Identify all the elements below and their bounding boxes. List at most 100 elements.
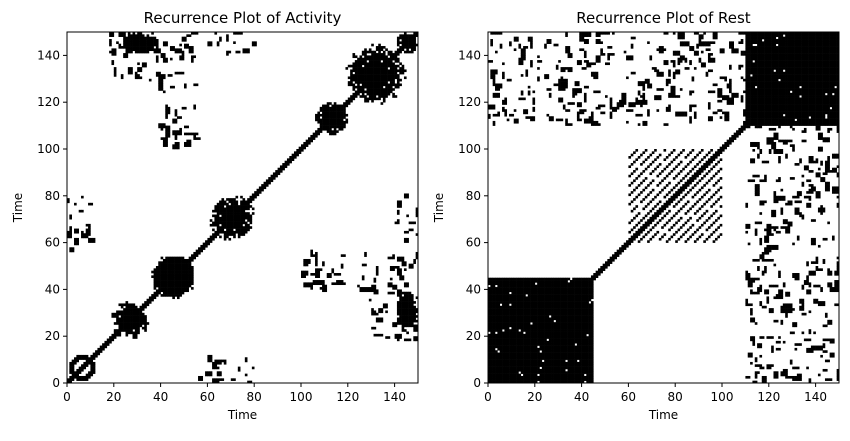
- recurrence-cell: [334, 107, 337, 110]
- recurrence-cell: [352, 95, 355, 98]
- recurrence-cell: [507, 350, 510, 353]
- recurrence-cell: [495, 83, 498, 86]
- recurrence-cell: [137, 308, 140, 311]
- recurrence-cell: [507, 348, 510, 351]
- recurrence-cell: [530, 282, 533, 285]
- recurrence-cell: [175, 289, 178, 292]
- recurrence-cell: [86, 362, 89, 365]
- recurrence-cell: [507, 278, 510, 281]
- recurrence-cell: [163, 60, 166, 63]
- recurrence-cell: [521, 53, 524, 56]
- recurrence-cell: [165, 275, 168, 278]
- recurrence-cell: [177, 144, 180, 147]
- recurrence-cell: [268, 179, 271, 182]
- recurrence-cell: [352, 79, 355, 82]
- recurrence-cell: [259, 191, 262, 194]
- recurrence-cell: [207, 240, 210, 243]
- recurrence-cell: [607, 58, 610, 61]
- recurrence-cell: [582, 67, 585, 70]
- recurrence-cell: [313, 137, 316, 140]
- recurrence-cell: [525, 346, 528, 349]
- recurrence-cell: [577, 320, 580, 323]
- recurrence-cell: [212, 222, 215, 225]
- recurrence-cell: [525, 353, 528, 356]
- recurrence-cell: [516, 317, 519, 320]
- recurrence-cell: [231, 205, 234, 208]
- recurrence-cell: [186, 266, 189, 269]
- recurrence-cell: [565, 51, 568, 54]
- recurrence-cell: [327, 275, 330, 278]
- recurrence-cell: [577, 296, 580, 299]
- y-tick-label: 0: [52, 376, 60, 390]
- recurrence-cell: [184, 287, 187, 290]
- recurrence-cell: [182, 39, 185, 42]
- recurrence-cell: [600, 271, 603, 274]
- y-axis-label: Time: [11, 193, 25, 223]
- recurrence-cell: [504, 341, 507, 344]
- recurrence-cell: [315, 133, 318, 136]
- recurrence-cell: [544, 341, 547, 344]
- recurrence-cell: [495, 315, 498, 318]
- recurrence-cell: [231, 222, 234, 225]
- recurrence-cell: [561, 287, 564, 290]
- recurrence-cell: [558, 317, 561, 320]
- recurrence-cell: [591, 116, 594, 119]
- recurrence-cell: [364, 67, 367, 70]
- recurrence-cell: [198, 247, 201, 250]
- recurrence-cell: [352, 62, 355, 65]
- recurrence-cell: [179, 294, 182, 297]
- recurrence-cell: [69, 229, 72, 232]
- recurrence-cell: [584, 334, 587, 337]
- recurrence-cell: [544, 369, 547, 372]
- recurrence-cell: [116, 332, 119, 335]
- recurrence-cell: [565, 315, 568, 318]
- recurrence-cell: [135, 320, 138, 323]
- recurrence-cell: [628, 184, 631, 187]
- recurrence-cell: [500, 285, 503, 288]
- recurrence-cell: [572, 339, 575, 342]
- recurrence-cell: [296, 151, 299, 154]
- recurrence-cell: [348, 76, 351, 79]
- recurrence-cell: [226, 231, 229, 234]
- recurrence-cell: [327, 126, 330, 129]
- recurrence-cell: [603, 266, 606, 269]
- recurrence-cell: [525, 376, 528, 379]
- recurrence-cell: [514, 350, 517, 353]
- recurrence-cell: [504, 350, 507, 353]
- recurrence-cell: [411, 48, 414, 51]
- recurrence-cell: [490, 282, 493, 285]
- recurrence-cell: [570, 308, 573, 311]
- recurrence-cell: [376, 81, 379, 84]
- recurrence-cell: [165, 264, 168, 267]
- recurrence-cell: [154, 287, 157, 290]
- recurrence-cell: [161, 55, 164, 58]
- recurrence-cell: [238, 51, 241, 54]
- recurrence-cell: [582, 322, 585, 325]
- recurrence-cell: [500, 301, 503, 304]
- recurrence-cell: [514, 39, 517, 42]
- recurrence-cell: [530, 287, 533, 290]
- recurrence-cell: [362, 67, 365, 70]
- recurrence-cell: [500, 376, 503, 379]
- recurrence-cell: [123, 46, 126, 49]
- recurrence-cell: [535, 339, 538, 342]
- recurrence-cell: [182, 257, 185, 260]
- recurrence-cell: [135, 37, 138, 40]
- recurrence-cell: [561, 79, 564, 82]
- recurrence-cell: [154, 37, 157, 40]
- recurrence-cell: [582, 112, 585, 115]
- recurrence-cell: [224, 215, 227, 218]
- recurrence-cell: [551, 350, 554, 353]
- recurrence-cell: [603, 53, 606, 56]
- recurrence-cell: [521, 350, 524, 353]
- recurrence-cell: [411, 296, 414, 299]
- recurrence-cell: [561, 348, 564, 351]
- recurrence-cell: [331, 282, 334, 285]
- recurrence-cell: [523, 306, 526, 309]
- recurrence-cell: [530, 292, 533, 295]
- recurrence-cell: [516, 336, 519, 339]
- recurrence-cell: [561, 289, 564, 292]
- recurrence-cell: [547, 329, 550, 332]
- recurrence-cell: [144, 48, 147, 51]
- recurrence-cell: [500, 374, 503, 377]
